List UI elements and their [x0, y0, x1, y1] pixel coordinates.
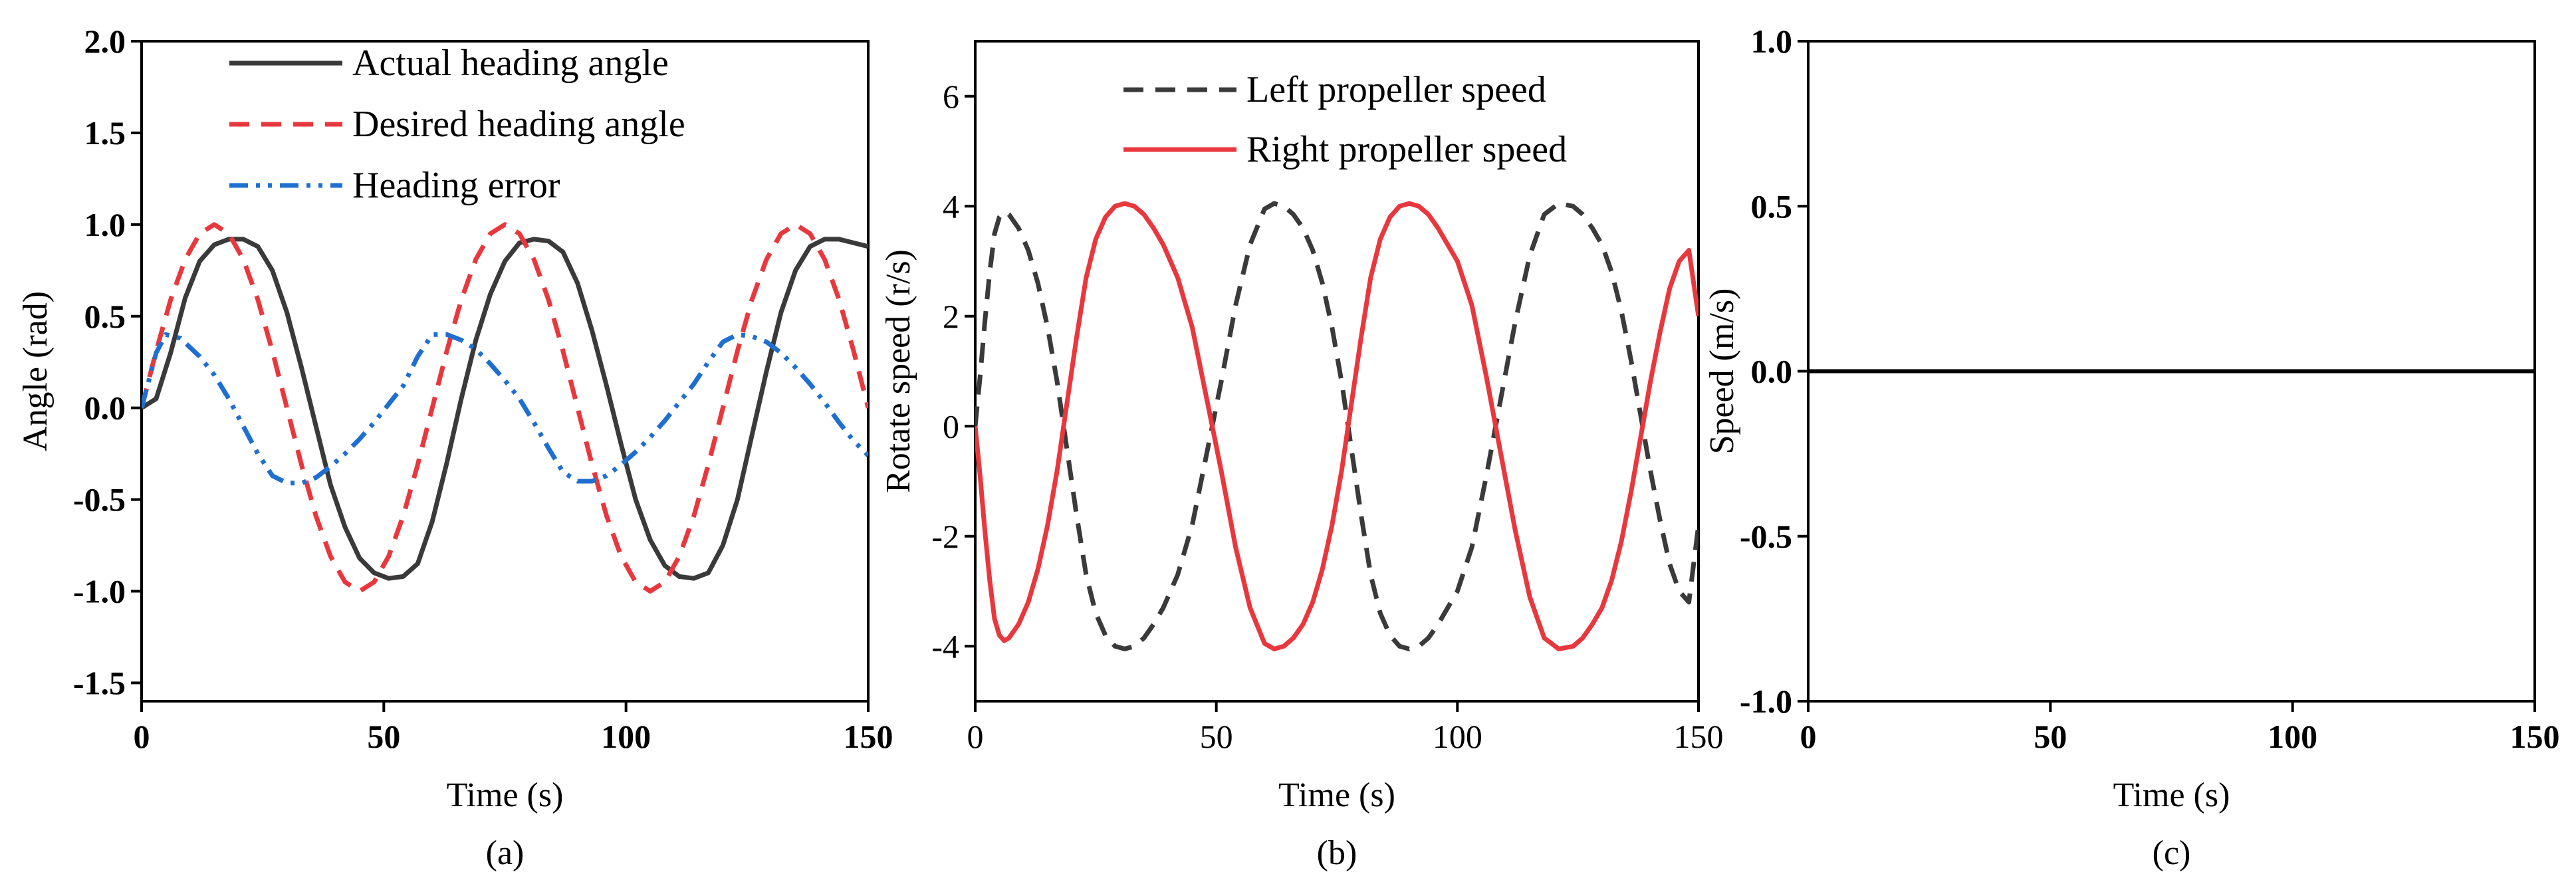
legend-entry-label: Left propeller speed	[1246, 69, 1546, 110]
y-tick-label: 2	[943, 298, 959, 335]
y-tick-label: 6	[943, 78, 959, 115]
y-tick-label: 0.0	[1751, 353, 1793, 390]
series-line-2	[142, 222, 868, 594]
x-axis-title: Time (s)	[1278, 776, 1395, 814]
y-tick-label: 0	[943, 407, 959, 445]
plot-frame	[140, 40, 870, 703]
x-tick-label: 0	[1800, 718, 1817, 755]
legend-entry-label: Actual heading angle	[352, 43, 669, 84]
series-line-1	[975, 201, 1698, 651]
x-tick-label: 100	[1433, 718, 1482, 755]
y-tick-label: 1.5	[84, 114, 126, 152]
legend-entry-label: Desired heading angle	[352, 104, 685, 145]
x-tick-label: 100	[601, 718, 651, 755]
y-axis-title: Speed (m/s)	[1703, 288, 1741, 455]
y-tick-label: -1.0	[1740, 683, 1792, 720]
legend: Left propeller speed Right propeller spee…	[1123, 69, 1567, 170]
legend: Actual heading angle Desired heading angl…	[229, 43, 685, 206]
plot-frame	[974, 40, 1700, 703]
y-tick-label: -0.5	[1740, 518, 1792, 555]
y-tick-label: -1.0	[73, 573, 126, 610]
y-axis-title: Rotate speed (r/s)	[879, 249, 917, 493]
x-tick-label: 50	[2034, 718, 2067, 755]
y-axis-title: Angle (rad)	[17, 291, 55, 451]
y-tick-label: 0.5	[1751, 187, 1793, 225]
y-tick-label: 1.0	[84, 206, 126, 243]
x-axis-title: Time (s)	[447, 776, 564, 814]
x-tick-label: 150	[1674, 718, 1724, 755]
y-tick-label: 2.0	[84, 23, 126, 60]
x-tick-label: 0	[134, 718, 150, 755]
y-tick-label: 0.0	[84, 389, 126, 427]
x-tick-label: 50	[367, 718, 400, 755]
x-tick-label: 0	[967, 718, 984, 755]
y-tick-label: -0.5	[73, 481, 126, 518]
chart-panel-3: 0 50 100 150 -1.0 -0.5 0.0 0.5 1.0 Time (s) Speed …	[1703, 23, 2560, 872]
y-tick-label: 4	[943, 187, 959, 225]
panel-caption: (c)	[2153, 834, 2191, 872]
x-tick-label: 150	[844, 718, 893, 755]
x-tick-label: 50	[1200, 718, 1233, 755]
y-tick-label: -2	[931, 518, 959, 555]
chart-panel-2: 0 50 100 150 -4 -2 0 2 4 6 Time (s) Rotate speed (r…	[879, 40, 1724, 872]
legend-entry-label: Right propeller speed	[1246, 129, 1567, 170]
x-axis-title: Time (s)	[2113, 776, 2230, 814]
x-tick-label: 150	[2510, 718, 2560, 755]
x-tick-label: 100	[2268, 718, 2317, 755]
panel-caption: (a)	[486, 834, 525, 872]
y-tick-label: 1.0	[1751, 23, 1793, 60]
y-tick-label: -1.5	[73, 664, 126, 701]
chart-panel-1: 0 50 100 150 -1.5 -1.0 -0.5 0.0 0.5 1.0 1.5 2.0 Time…	[17, 23, 893, 872]
legend-entry-label: Heading error	[352, 165, 560, 206]
y-tick-label: -4	[931, 627, 959, 665]
series-line-3	[142, 332, 868, 486]
y-tick-label: 0.5	[84, 298, 126, 335]
panel-caption: (b)	[1317, 834, 1357, 872]
series-line-1	[142, 237, 868, 581]
series-line-2	[975, 201, 1698, 651]
